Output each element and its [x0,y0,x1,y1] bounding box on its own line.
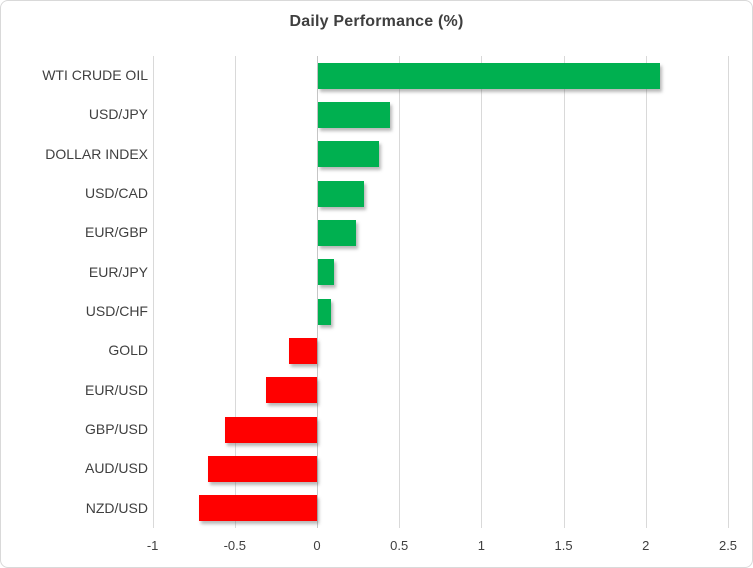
category-label: NZD/USD [85,499,148,516]
category-label: USD/CAD [84,185,148,201]
category-label: EUR/GBP [84,224,148,241]
category-label: EUR/JPY [88,263,148,280]
x-tick-label: -1 [146,538,159,553]
x-tick-label: 1.5 [554,538,573,553]
zero-axis-gridline [317,56,318,528]
gridline [645,56,647,528]
category-label: WTI CRUDE OIL [42,67,148,83]
x-tick-label: 0.5 [390,538,409,553]
negative-bar [198,495,317,522]
negative-bar [224,416,317,443]
gridline [152,56,154,528]
x-tick-label: 0 [313,538,321,553]
category-label: USD/JPY [88,106,148,123]
positive-bar [318,62,660,89]
negative-bar [289,338,317,364]
negative-bar [266,377,317,404]
category-label: USD/CHF [85,303,148,319]
category-label: GBP/USD [84,421,148,437]
x-tick-label: 2.5 [718,538,738,553]
gridline [728,56,729,528]
gridline [481,56,483,528]
positive-bar [318,259,335,286]
positive-bar [318,298,332,325]
category-label: AUD/USD [84,460,148,477]
x-tick-label: 2 [642,538,650,553]
category-label: GOLD [108,342,148,359]
positive-bar [318,141,379,168]
gridline [234,56,236,528]
chart-title: Daily Performance (%) [289,13,464,30]
category-label: DOLLAR INDEX [45,145,148,162]
positive-bar [318,180,365,207]
x-tick-label: 1 [477,538,486,553]
positive-bar [318,102,391,128]
gridline [399,56,401,528]
negative-bar [208,456,317,482]
positive-bar [318,220,356,246]
gridline [563,56,565,528]
category-label: EUR/USD [84,381,148,398]
x-tick-label: -0.5 [223,538,246,553]
